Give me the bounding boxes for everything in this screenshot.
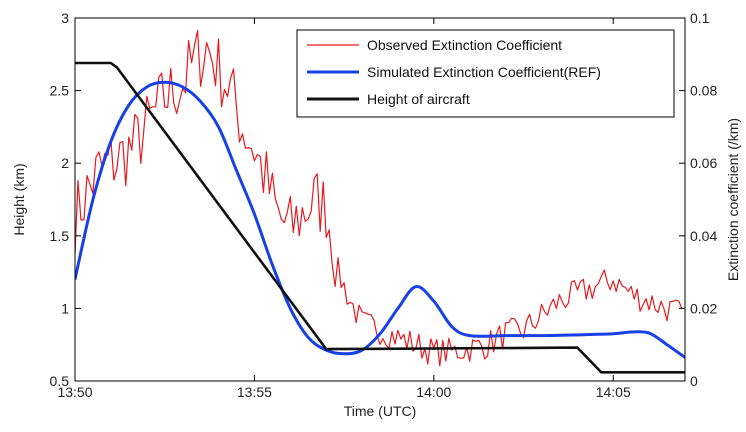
- y-left-tick-label: 1.5: [50, 228, 70, 244]
- series-line-simulated-extinction: [75, 80, 685, 359]
- y-left-tick-label: 0.5: [50, 373, 70, 389]
- y-left-tick-label: 2: [61, 155, 69, 171]
- x-tick-label: 13:50: [57, 384, 92, 400]
- x-tick-label: 14:00: [416, 384, 451, 400]
- y-left-axis-title: Height (km): [11, 163, 27, 235]
- series-line-observed-extinction: [75, 29, 683, 367]
- x-tick-label: 13:55: [237, 384, 272, 400]
- y-right-tick-label: 0.08: [690, 83, 717, 99]
- legend-label: Height of aircraft: [367, 91, 470, 107]
- y-right-tick-label: 0.1: [690, 10, 710, 26]
- y-right-tick-label: 0.02: [690, 300, 717, 316]
- y-right-tick-label: 0.06: [690, 155, 717, 171]
- y-left-tick-label: 2.5: [50, 83, 70, 99]
- y-right-tick-label: 0: [690, 373, 698, 389]
- series-line-aircraft-height: [75, 61, 685, 374]
- legend-label: Simulated Extinction Coefficient(REF): [367, 64, 601, 80]
- x-axis-title: Time (UTC): [344, 403, 417, 419]
- legend-label: Observed Extinction Coefficient: [367, 37, 562, 53]
- legend-box: [296, 29, 675, 118]
- y-left-tick-label: 1: [61, 300, 69, 316]
- x-tick-label: 14:05: [596, 384, 631, 400]
- y-right-axis-title: Extinction coefficient (/km): [725, 118, 741, 281]
- y-right-tick-label: 0.04: [690, 228, 717, 244]
- y-left-tick-label: 3: [61, 10, 69, 26]
- plot-frame: [74, 17, 686, 382]
